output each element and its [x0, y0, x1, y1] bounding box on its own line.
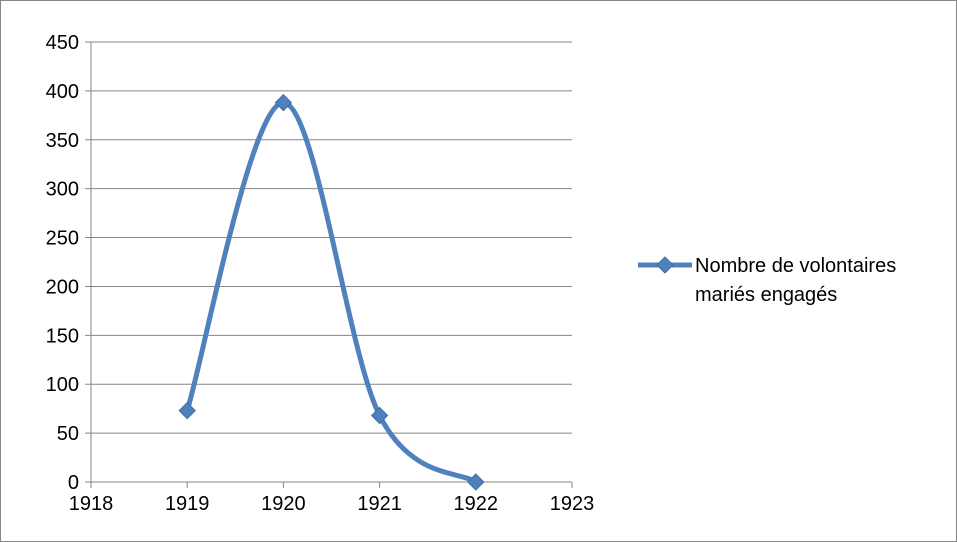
- legend-label: Nombre de volontaires mariés engagés: [692, 252, 896, 310]
- legend-label-line-1: Nombre de volontaires: [695, 255, 897, 277]
- y-tick-label-200: 200: [46, 276, 79, 298]
- y-tick-label-0: 0: [68, 472, 79, 494]
- data-point-1922: [467, 473, 485, 491]
- y-tick-label-400: 400: [46, 81, 79, 103]
- data-point-1921: [370, 406, 389, 425]
- legend-marker-icon: [638, 256, 692, 274]
- y-tick-label-450: 450: [46, 32, 79, 54]
- series-line-0: [184, 100, 479, 485]
- y-tick-label-350: 350: [46, 130, 79, 152]
- x-tick-label-1920: 1920: [261, 493, 306, 515]
- legend: Nombre de volontaires mariés engagés: [638, 252, 953, 310]
- y-tick-label-300: 300: [46, 179, 79, 201]
- y-tick-label-100: 100: [46, 374, 79, 396]
- y-tick-label-250: 250: [46, 228, 79, 250]
- data-point-1920: [274, 93, 293, 112]
- y-tick-label-50: 50: [57, 423, 79, 445]
- x-tick-label-1923: 1923: [550, 493, 595, 515]
- legend-label-line-2: mariés engagés: [695, 284, 838, 306]
- x-tick-label-1922: 1922: [454, 493, 499, 515]
- y-tick-label-150: 150: [46, 325, 79, 347]
- x-tick-label-1921: 1921: [357, 493, 402, 515]
- x-tick-label-1918: 1918: [69, 493, 114, 515]
- x-tick-label-1919: 1919: [165, 493, 210, 515]
- legend-swatch: [638, 252, 692, 278]
- data-point-1919: [178, 401, 196, 420]
